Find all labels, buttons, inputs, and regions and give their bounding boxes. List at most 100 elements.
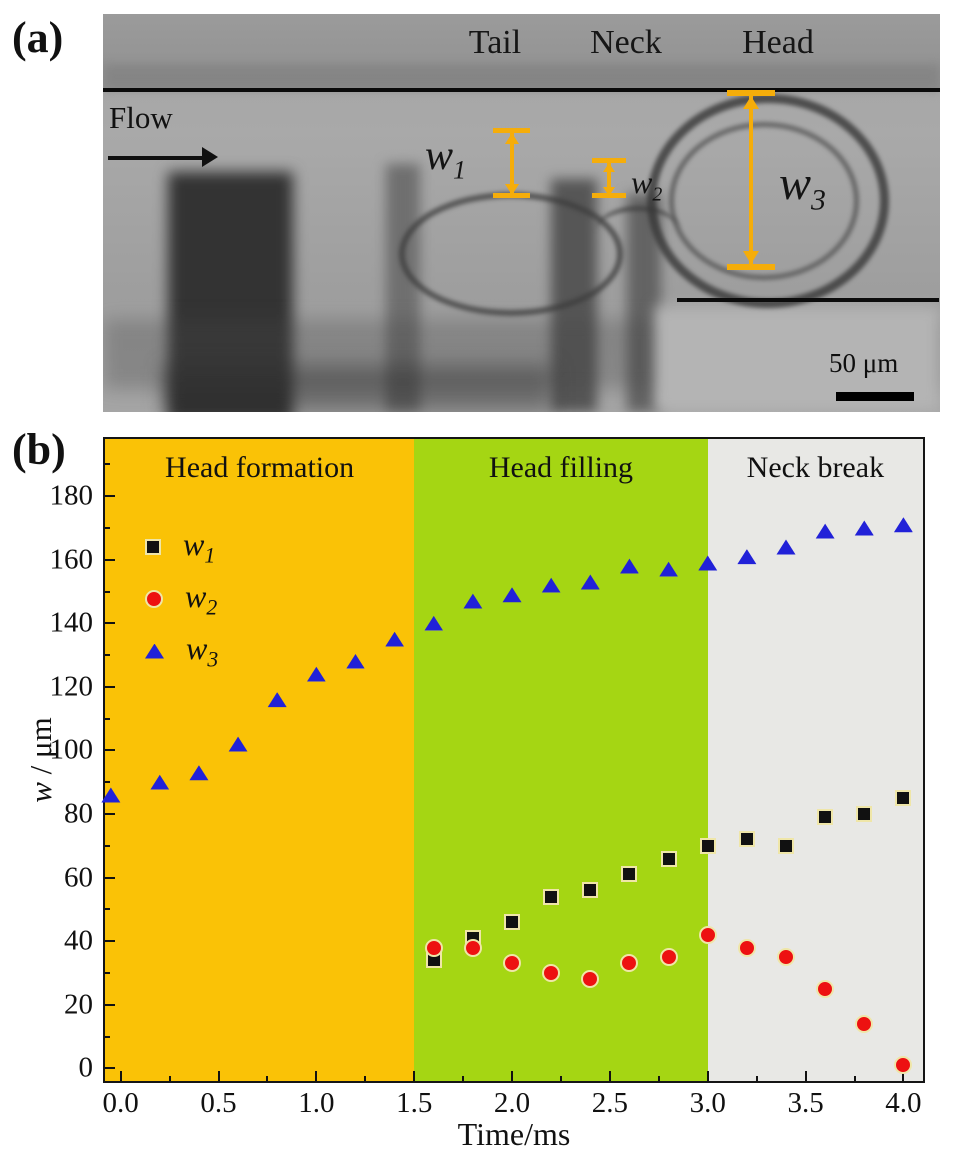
x-tick-label: 1.0 xyxy=(298,1087,335,1119)
x-tick-label: 2.0 xyxy=(493,1087,531,1119)
y-tick xyxy=(105,495,115,498)
y-minor-tick xyxy=(105,526,110,529)
x-tick xyxy=(902,1071,905,1081)
micrograph-image: Tail Neck Head Flow w1 w2 w3 50 μm xyxy=(103,14,940,412)
x-minor-tick xyxy=(462,1076,465,1081)
x-tick-label: 3.5 xyxy=(787,1087,824,1119)
x-tick-label: 0.0 xyxy=(102,1087,139,1119)
data-point-w1 xyxy=(660,850,677,867)
chart-plot-area: w1 w2 w3 w / μm Head formation Head filling… xyxy=(23,437,925,1119)
w1-cap-bottom xyxy=(493,193,530,198)
y-tick-label: 140 xyxy=(49,606,94,639)
y-tick xyxy=(105,685,115,688)
phase-label-neck-break: Neck break xyxy=(746,451,885,484)
legend-marker-triangle xyxy=(145,643,164,659)
tail-label: Tail xyxy=(468,24,522,61)
y-tick xyxy=(105,1067,115,1070)
x-tick xyxy=(608,1071,611,1081)
y-tick xyxy=(105,749,115,752)
data-point-w2 xyxy=(581,970,600,989)
channel-bottom-wall-line xyxy=(677,298,939,302)
data-point-w1 xyxy=(582,882,599,899)
phase-label-head-filling: Head filling xyxy=(488,451,634,484)
x-tick xyxy=(315,1071,318,1081)
scale-bar xyxy=(836,392,914,401)
y-tick-label: 160 xyxy=(49,543,94,576)
y-tick xyxy=(105,813,115,816)
head-label: Head xyxy=(742,24,814,61)
data-point-w2 xyxy=(503,954,522,973)
flow-label: Flow xyxy=(109,100,173,135)
w3-label: w3 xyxy=(779,157,826,217)
w3-cap-top xyxy=(727,90,775,96)
w1-arrow-down-icon xyxy=(505,184,519,195)
data-point-w2 xyxy=(424,938,443,957)
droplet-head-inner-ring xyxy=(669,122,859,280)
data-point-w1 xyxy=(504,914,521,931)
data-point-w1 xyxy=(817,809,834,826)
data-point-w2 xyxy=(855,1014,874,1033)
data-point-w1 xyxy=(738,831,755,848)
data-point-w2 xyxy=(620,954,639,973)
y-minor-tick xyxy=(105,654,110,657)
x-minor-tick xyxy=(755,1076,758,1081)
y-tick-label: 40 xyxy=(64,924,93,957)
panel-a-label: (a) xyxy=(12,13,64,62)
x-minor-tick xyxy=(266,1076,269,1081)
y-minor-tick xyxy=(105,1035,110,1038)
w1-label: w1 xyxy=(425,133,467,185)
w3-arrow-up-icon xyxy=(743,96,759,109)
channel-wall-band xyxy=(386,164,420,412)
w3-arrow-line xyxy=(749,96,753,264)
y-tick xyxy=(105,940,115,943)
w2-arrow-down-icon xyxy=(603,187,615,196)
flow-arrow-head-icon xyxy=(202,147,218,167)
y-tick xyxy=(105,622,115,625)
y-tick-label: 60 xyxy=(64,861,93,894)
data-point-w1 xyxy=(895,790,912,807)
data-point-w2 xyxy=(463,938,482,957)
y-minor-tick xyxy=(105,971,110,974)
x-minor-tick xyxy=(853,1076,856,1081)
legend-marker-circle xyxy=(145,590,163,608)
data-point-w2 xyxy=(698,925,717,944)
y-minor-tick xyxy=(105,590,110,593)
x-minor-tick xyxy=(364,1076,367,1081)
y-tick-label: 20 xyxy=(64,988,93,1021)
data-point-w2 xyxy=(777,948,795,967)
data-point-w2 xyxy=(816,979,835,998)
x-tick xyxy=(119,1071,122,1081)
y-tick xyxy=(105,1003,115,1006)
legend-item-w2: w2 xyxy=(145,573,218,625)
legend-item-w3: w3 xyxy=(145,625,218,677)
data-point-w1 xyxy=(699,837,716,854)
data-point-w1 xyxy=(856,806,873,823)
w2-cap-bottom xyxy=(592,193,626,198)
y-minor-tick xyxy=(105,908,110,911)
data-point-w2 xyxy=(737,938,756,957)
x-tick xyxy=(413,1071,416,1081)
channel-wall-shadow xyxy=(103,64,940,90)
phase-label-head-formation: Head formation xyxy=(165,451,355,484)
w2-arrow-up-icon xyxy=(603,163,615,172)
y-tick xyxy=(105,558,115,561)
phase-region-head-filling xyxy=(414,439,708,1081)
x-tick-label: 3.0 xyxy=(689,1087,726,1119)
legend-label-w1: w1 xyxy=(183,525,216,568)
w1-cap-top xyxy=(493,128,530,133)
x-tick xyxy=(217,1071,220,1081)
y-minor-tick xyxy=(105,844,110,847)
panel-b-label: (b) xyxy=(12,425,66,474)
x-tick-label: 0.5 xyxy=(200,1087,237,1119)
x-tick xyxy=(511,1071,514,1081)
x-tick xyxy=(706,1071,709,1081)
droplet-neck-membrane xyxy=(595,206,681,259)
w1-arrow-line xyxy=(510,133,514,195)
x-minor-tick xyxy=(168,1076,171,1081)
w2-arrow-line xyxy=(607,163,611,196)
w2-cap-top xyxy=(592,158,626,163)
x-tick-label: 1.5 xyxy=(396,1087,433,1119)
w2-label: w2 xyxy=(631,164,663,206)
y-tick-label: 0 xyxy=(78,1051,94,1084)
x-minor-tick xyxy=(657,1076,660,1081)
